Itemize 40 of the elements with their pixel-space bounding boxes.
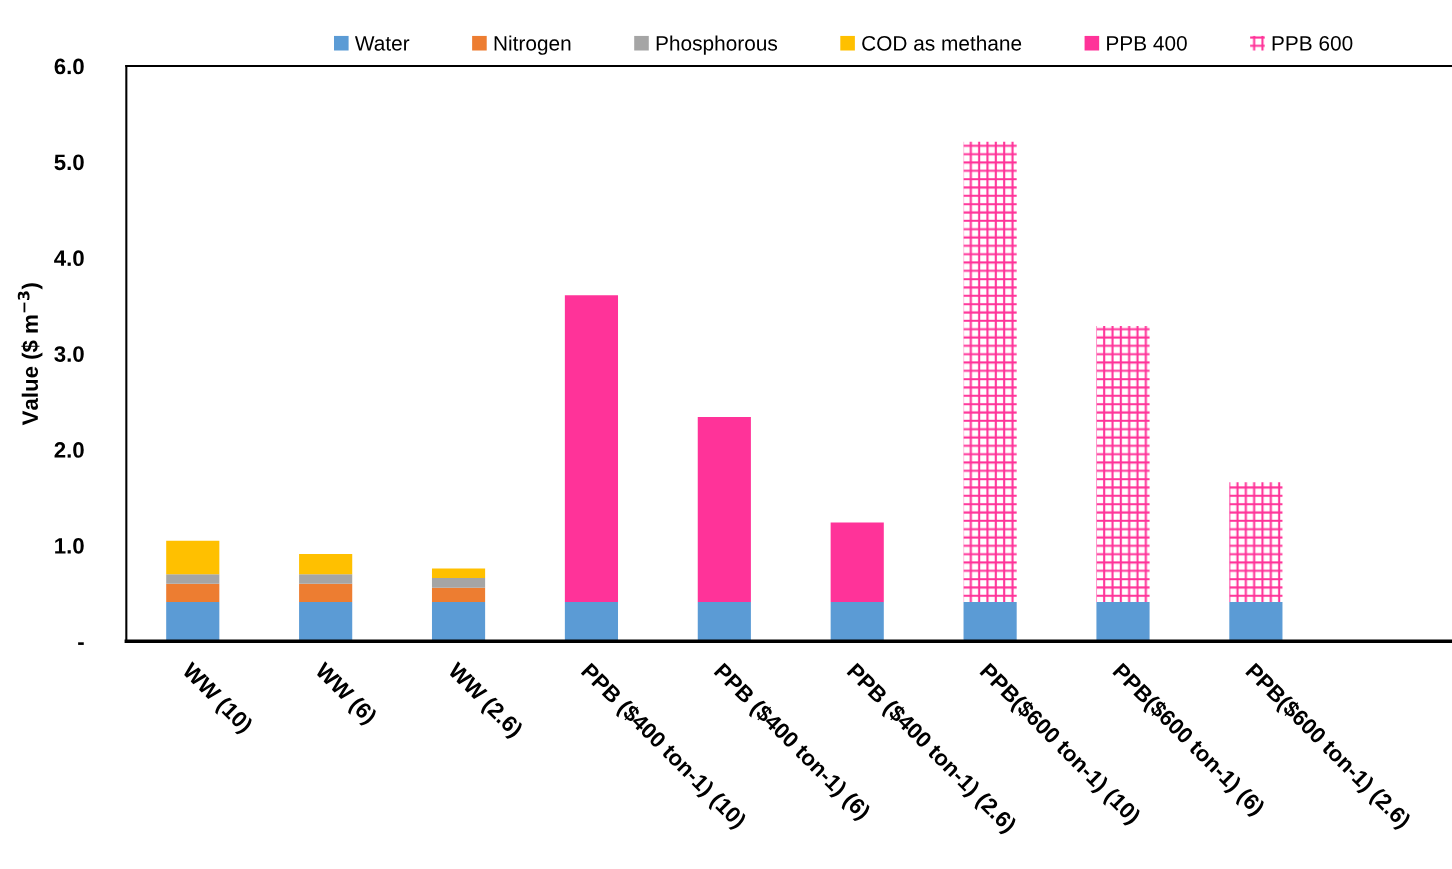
bar (1096, 602, 1150, 642)
bar (963, 602, 1017, 642)
bar (299, 574, 353, 584)
bar (1229, 482, 1283, 603)
bar (564, 602, 619, 642)
bar (564, 295, 619, 603)
legend-label: PPB 600 (1272, 35, 1353, 51)
bar (431, 568, 486, 579)
bar (431, 578, 486, 588)
legend-label: Phosphorous (656, 35, 778, 55)
bar (166, 574, 220, 584)
y-tick-label: 1.0 (55, 537, 84, 554)
y-tick-label: 5.0 (54, 154, 84, 171)
bar (963, 141, 1017, 603)
bar (697, 416, 751, 603)
legend-label: COD as methane (862, 35, 1022, 51)
y-tick-label: 3.0 (54, 346, 84, 362)
bar (166, 602, 220, 642)
bar (1229, 602, 1283, 642)
legend-label: PPB 400 (1107, 35, 1187, 51)
y-tick-label: 2.0 (54, 442, 84, 458)
y-tick-label: 6.0 (54, 58, 84, 75)
bar (431, 602, 486, 642)
bar (166, 540, 220, 575)
bar (830, 602, 884, 642)
legend-label: Nitrogen (494, 35, 571, 55)
bar (1096, 325, 1150, 603)
bar (830, 522, 884, 603)
bar (299, 554, 353, 575)
x-tick-label: WW (10) (178, 660, 254, 737)
y-tick-label: - (78, 642, 84, 645)
legend-label: Water (354, 36, 410, 51)
x-tick-label: WW (6) (311, 660, 379, 728)
bar (697, 602, 751, 642)
y-axis-title: Value ($ m$^{−3}$) (17, 283, 43, 426)
bar (299, 602, 353, 642)
bar (166, 583, 220, 603)
bar (299, 583, 353, 603)
bar (431, 587, 486, 603)
y-tick-label: 4.0 (54, 250, 84, 267)
